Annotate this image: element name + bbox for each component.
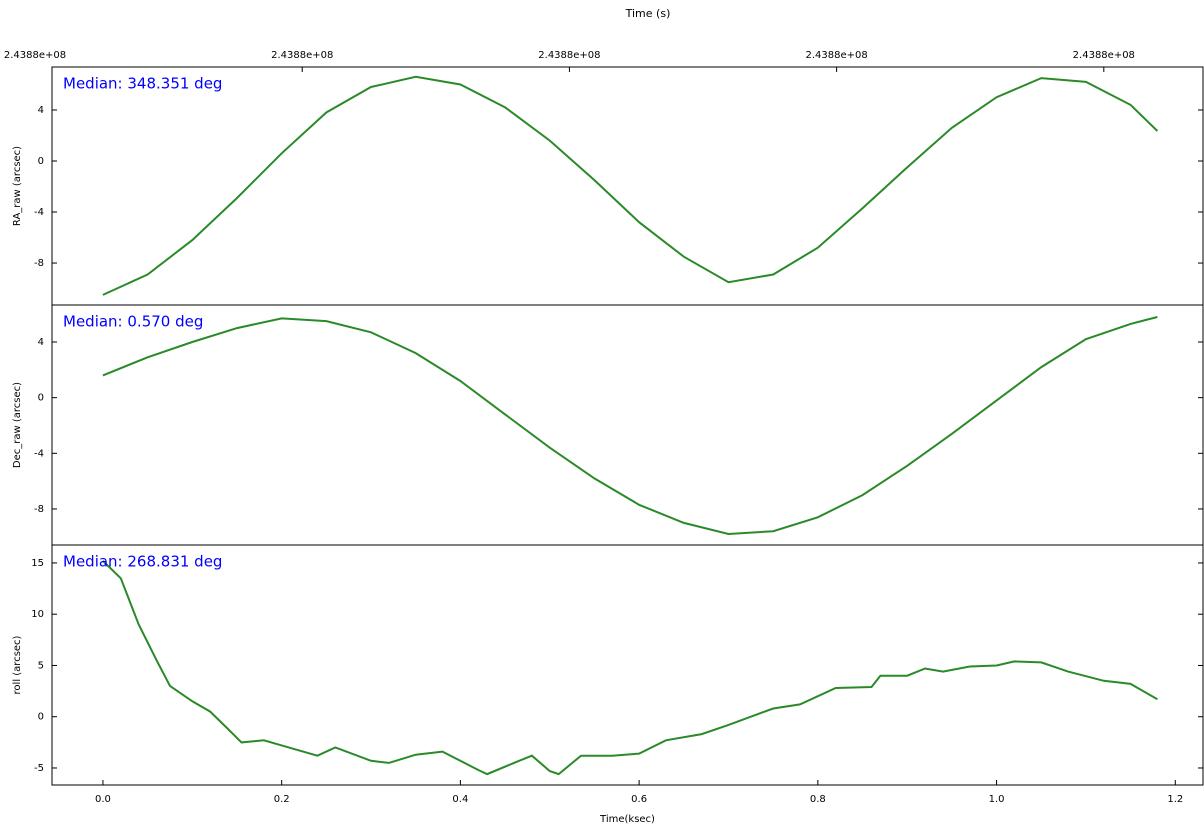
data-line [102, 75, 1159, 296]
x-tick-label: 2.4388e+08 [805, 50, 867, 61]
y-tick-label: -4 [34, 207, 44, 218]
x-tick-label: 2.4388e+08 [4, 50, 66, 61]
y-tick-label: -8 [34, 258, 44, 269]
x-tick-label: 2.4388e+08 [271, 50, 333, 61]
y-tick-label: -4 [34, 448, 44, 459]
y-tick-label: 4 [38, 337, 44, 348]
x-tick-label: 2.4388e+08 [1073, 50, 1135, 61]
y-axis-label: Dec_raw (arcsec) [12, 382, 23, 468]
y-tick-label: 5 [38, 660, 44, 671]
y-axis-label: roll (arcsec) [12, 635, 23, 694]
y-tick-label: 0 [38, 712, 44, 723]
data-line [102, 316, 1158, 536]
x-tick-label: 0.0 [95, 794, 111, 805]
y-tick-label: 4 [38, 105, 44, 116]
y-tick-label: 0 [38, 156, 44, 167]
y-tick-label: -5 [34, 763, 44, 774]
x-tick-label: 2.4388e+08 [538, 50, 600, 61]
top-axis-label: Time (s) [625, 7, 671, 20]
x-tick-label: 0.8 [810, 794, 826, 805]
x-tick-label: 0.2 [274, 794, 290, 805]
x-axis-label: Time(ksec) [599, 814, 655, 825]
x-tick-label: 1.0 [989, 794, 1005, 805]
annotation: Median: 0.570 deg [63, 313, 203, 331]
data-line [102, 560, 1158, 776]
annotation: Median: 268.831 deg [63, 553, 222, 571]
x-tick-label: 0.4 [452, 794, 468, 805]
y-tick-label: 0 [38, 393, 44, 404]
panel-frame [51, 66, 1204, 306]
x-tick-label: 0.6 [631, 794, 647, 805]
y-tick-label: 10 [31, 609, 44, 620]
y-axis-label: RA_raw (arcsec) [12, 146, 23, 226]
annotation: Median: 348.351 deg [63, 75, 222, 93]
panel-frame [51, 544, 1204, 786]
x-tick-label: 1.2 [1167, 794, 1183, 805]
y-tick-label: -8 [34, 504, 44, 515]
y-tick-label: 15 [31, 558, 44, 569]
panel-frame [51, 304, 1204, 546]
